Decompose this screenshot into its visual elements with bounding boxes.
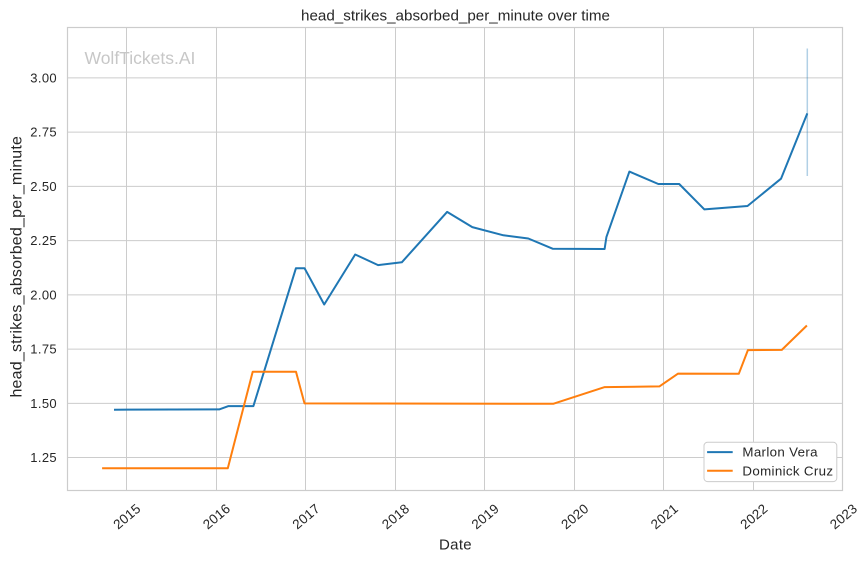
svg-text:head_strikes_absorbed_per_minu: head_strikes_absorbed_per_minute <box>9 136 26 398</box>
svg-text:1.50: 1.50 <box>30 396 57 411</box>
svg-text:2.50: 2.50 <box>30 179 57 194</box>
svg-text:head_strikes_absorbed_per_minu: head_strikes_absorbed_per_minute over ti… <box>301 8 610 25</box>
svg-text:1.25: 1.25 <box>30 450 57 465</box>
svg-text:1.75: 1.75 <box>30 342 57 357</box>
svg-text:WolfTickets.AI: WolfTickets.AI <box>85 48 196 68</box>
svg-text:2.75: 2.75 <box>30 125 57 140</box>
svg-text:Date: Date <box>439 537 472 554</box>
svg-text:2.00: 2.00 <box>30 287 57 302</box>
svg-text:Dominick Cruz: Dominick Cruz <box>742 463 833 478</box>
svg-text:3.00: 3.00 <box>30 70 57 85</box>
svg-text:2.25: 2.25 <box>30 233 57 248</box>
svg-text:Marlon Vera: Marlon Vera <box>742 445 818 460</box>
